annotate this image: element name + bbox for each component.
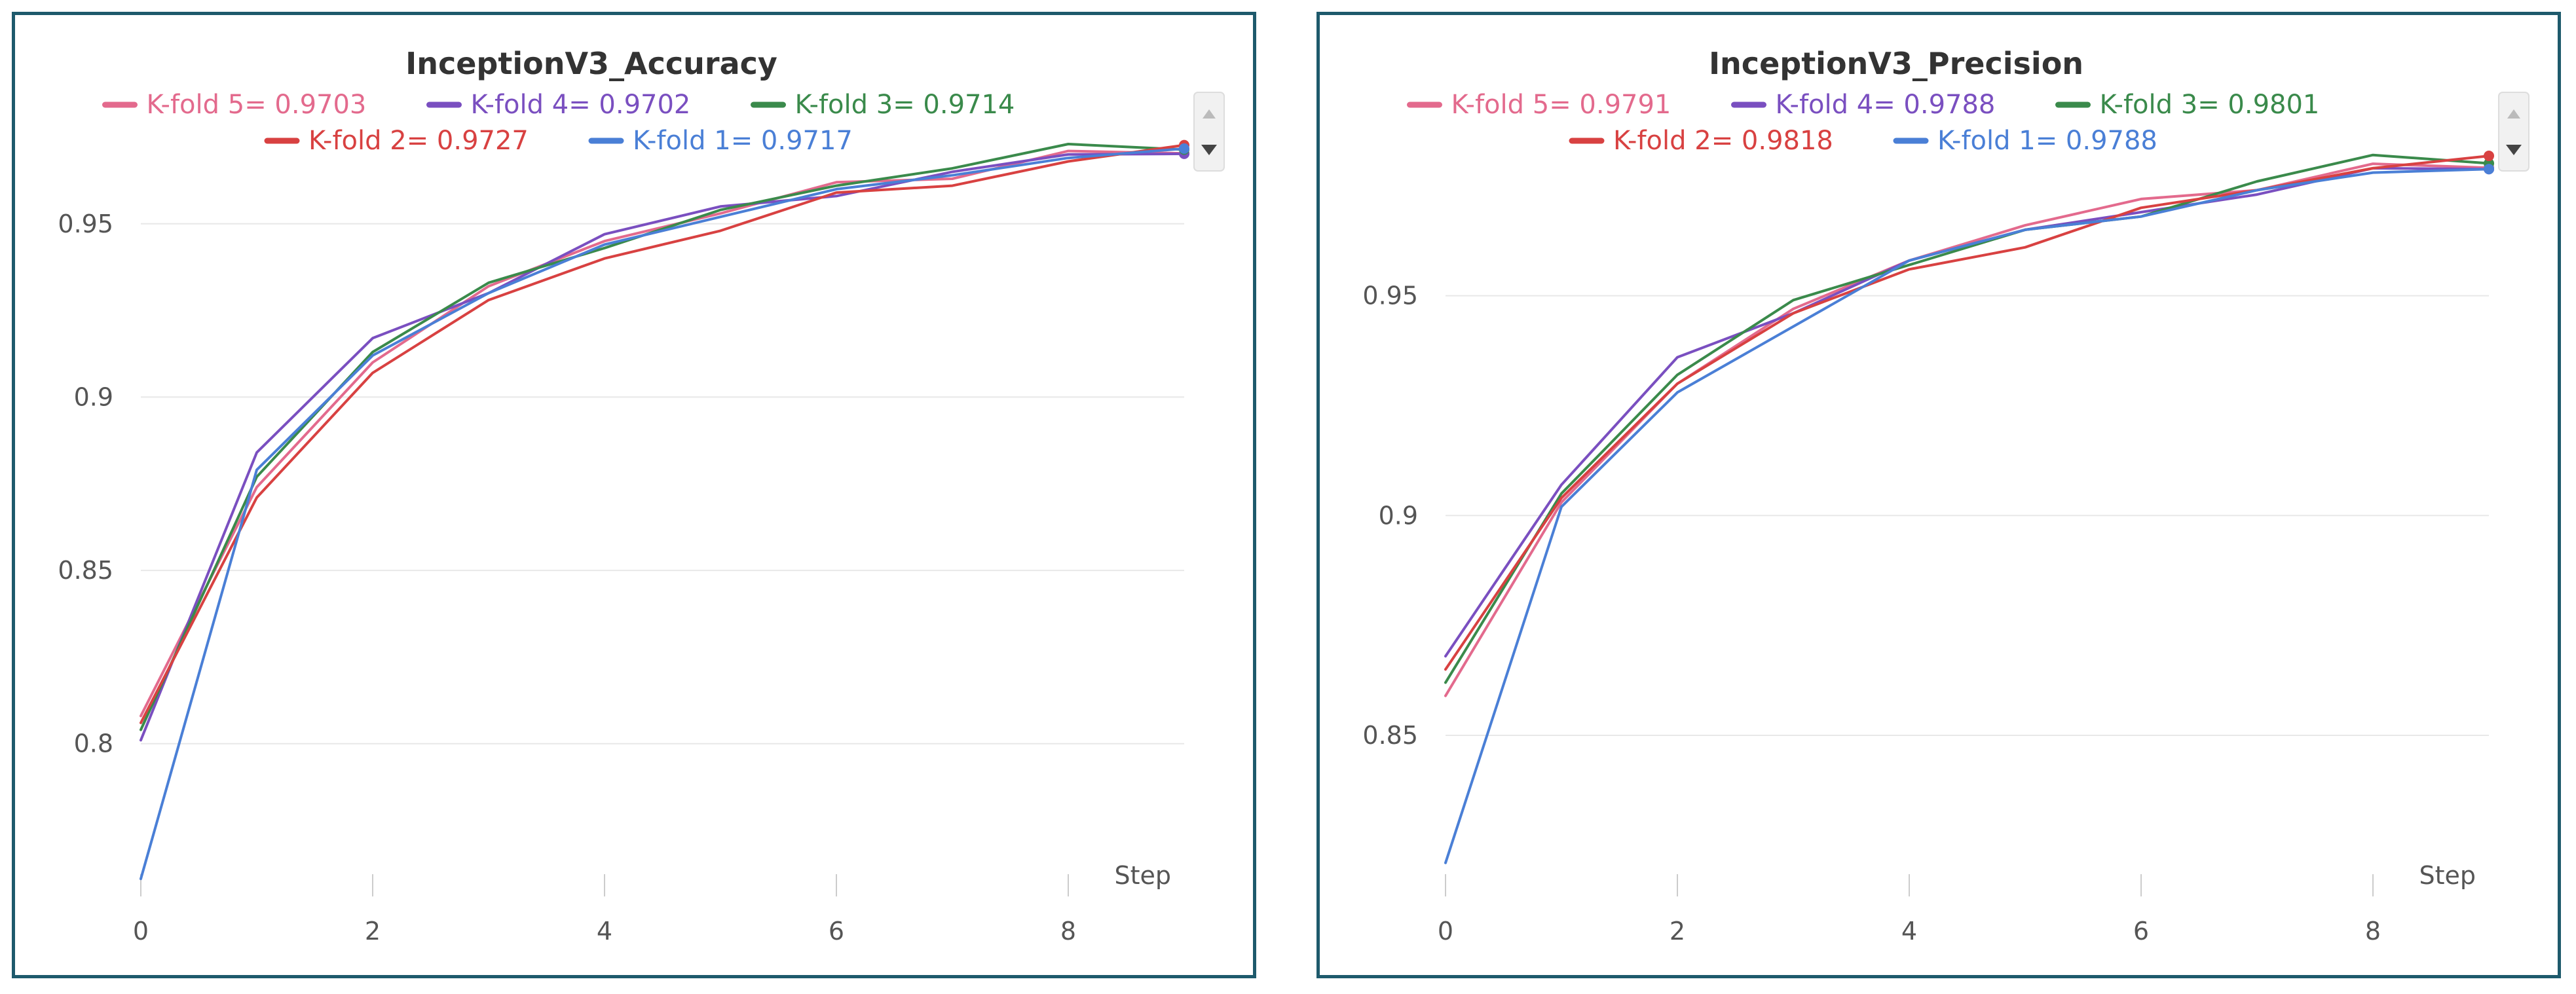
x-axis-ticks: 0 2 4 6 8 <box>133 874 1076 946</box>
series-line-kfold-2 <box>1444 155 2490 671</box>
y-axis-ticks: 0.8 0.85 0.9 0.95 <box>58 210 113 758</box>
x-axis-label: Step <box>2419 861 2476 890</box>
y-tick-label: 0.85 <box>1362 721 1418 750</box>
legend-label: K-fold 1= 0.9788 <box>1937 126 2157 156</box>
y-tick-label: 0.95 <box>1362 282 1418 310</box>
series-line-kfold-4 <box>140 152 1185 742</box>
y-axis-ticks: 0.85 0.9 0.95 <box>1362 282 1418 750</box>
series-line-kfold-5 <box>1444 162 2490 697</box>
series-line-kfold-4 <box>1444 166 2490 658</box>
legend-label: K-fold 3= 0.9714 <box>795 90 1015 120</box>
x-tick-label: 2 <box>365 917 381 946</box>
legend-label: K-fold 4= 0.9788 <box>1776 90 1996 120</box>
chart-title: InceptionV3_Accuracy <box>405 46 777 81</box>
x-tick-label: 0 <box>1438 917 1453 946</box>
x-axis-ticks: 0 2 4 6 8 <box>1438 874 2381 946</box>
legend[interactable]: K-fold 5= 0.9791 K-fold 4= 0.9788 K-fold 3… <box>1407 90 2320 156</box>
x-axis-label: Step <box>1114 861 1171 890</box>
legend-label: K-fold 1= 0.9717 <box>633 126 853 156</box>
legend-item-kfold-4[interactable]: K-fold 4= 0.9702 <box>426 90 691 120</box>
legend-item-kfold-3[interactable]: K-fold 3= 0.9714 <box>751 90 1015 120</box>
x-tick-label: 4 <box>597 917 612 946</box>
legend-label: K-fold 4= 0.9702 <box>471 90 691 120</box>
legend-item-kfold-5[interactable]: K-fold 5= 0.9791 <box>1407 90 1671 120</box>
gridlines <box>141 223 1184 745</box>
legend-label: K-fold 5= 0.9703 <box>147 90 367 120</box>
series-line-kfold-2 <box>140 143 1185 724</box>
x-tick-label: 4 <box>1901 917 1917 946</box>
series-line-kfold-5 <box>140 149 1185 718</box>
legend-item-kfold-1[interactable]: K-fold 1= 0.9788 <box>1893 126 2157 156</box>
scroll-up-icon[interactable] <box>2507 109 2520 119</box>
legend-label: K-fold 5= 0.9791 <box>1451 90 1671 120</box>
legend-scroll-control[interactable] <box>1193 92 1225 172</box>
legend-item-kfold-5[interactable]: K-fold 5= 0.9703 <box>102 90 367 120</box>
legend-item-kfold-1[interactable]: K-fold 1= 0.9717 <box>588 126 853 156</box>
scroll-up-icon[interactable] <box>1203 109 1216 119</box>
legend-item-kfold-4[interactable]: K-fold 4= 0.9788 <box>1731 90 1996 120</box>
legend-item-kfold-2[interactable]: K-fold 2= 0.9727 <box>264 126 529 156</box>
series-lines <box>1444 151 2494 864</box>
gridlines <box>1446 295 2489 736</box>
legend-label: K-fold 3= 0.9801 <box>2100 90 2320 120</box>
legend-item-kfold-2[interactable]: K-fold 2= 0.9818 <box>1569 126 1833 156</box>
accuracy-chart: InceptionV3_Accuracy 0 2 4 6 8 0.8 0.85 0.9 0.9… <box>58 46 1225 946</box>
chart-title: InceptionV3_Precision <box>1709 46 2083 81</box>
series-end-point <box>2484 151 2494 162</box>
series-line-kfold-1 <box>140 147 1185 881</box>
y-tick-label: 0.9 <box>74 382 113 411</box>
x-tick-label: 6 <box>829 917 844 946</box>
accuracy-chart-panel: InceptionV3_Accuracy 0 2 4 6 8 0.8 0.85 0.9 0.9… <box>12 12 1256 978</box>
scroll-down-icon[interactable] <box>2506 145 2522 155</box>
series-end-point <box>1179 143 1189 154</box>
y-tick-label: 0.9 <box>1379 501 1418 530</box>
y-tick-label: 0.95 <box>58 210 113 238</box>
x-tick-label: 0 <box>133 917 149 946</box>
legend-label: K-fold 2= 0.9727 <box>308 126 529 156</box>
y-tick-label: 0.8 <box>74 729 113 758</box>
y-tick-label: 0.85 <box>58 556 113 585</box>
legend-item-kfold-3[interactable]: K-fold 3= 0.9801 <box>2055 90 2320 120</box>
series-end-point <box>2484 164 2494 175</box>
x-tick-label: 8 <box>1060 917 1076 946</box>
legend-scroll-control[interactable] <box>2498 92 2529 172</box>
series-line-kfold-3 <box>1444 153 2490 684</box>
series-line-kfold-1 <box>1444 168 2490 864</box>
scroll-down-icon[interactable] <box>1201 145 1217 155</box>
x-tick-label: 8 <box>2365 917 2381 946</box>
series-lines <box>140 139 1189 881</box>
x-tick-label: 2 <box>1670 917 1685 946</box>
x-tick-label: 6 <box>2133 917 2149 946</box>
legend[interactable]: K-fold 5= 0.9703 K-fold 4= 0.9702 K-fold 3… <box>102 90 1015 156</box>
legend-label: K-fold 2= 0.9818 <box>1613 126 1833 156</box>
